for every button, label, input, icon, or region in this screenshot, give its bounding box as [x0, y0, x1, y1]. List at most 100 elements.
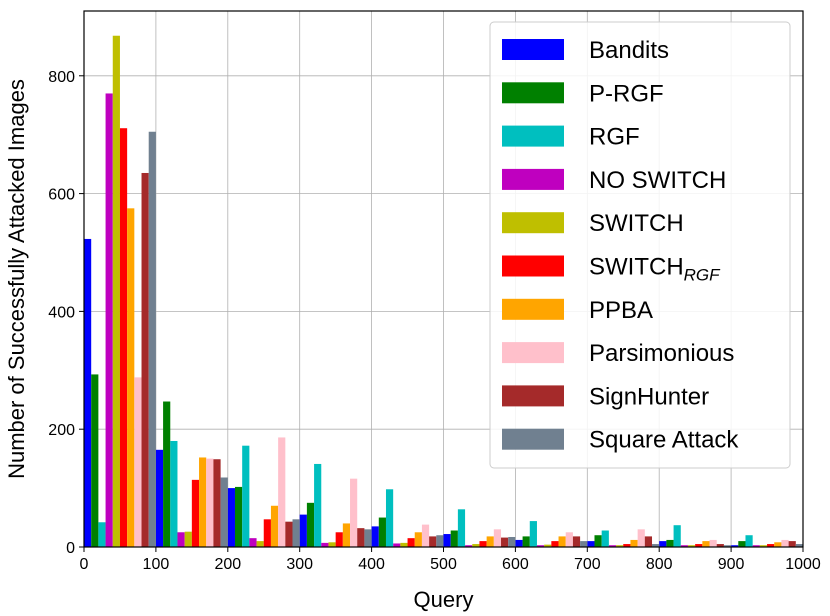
- bar: [687, 545, 696, 547]
- bar: [206, 458, 214, 547]
- bar: [371, 526, 379, 547]
- legend-label-text: Bandits: [589, 37, 669, 64]
- legend-swatch: [502, 82, 564, 104]
- legend-label: PPBA: [589, 297, 653, 324]
- bar: [529, 521, 537, 547]
- bar: [594, 535, 602, 547]
- bar: [738, 541, 746, 547]
- bar: [163, 401, 171, 547]
- legend-swatch: [502, 385, 564, 407]
- legend-swatch: [502, 255, 564, 277]
- bar: [321, 542, 329, 547]
- bar: [299, 514, 307, 547]
- bar: [616, 545, 624, 547]
- bar: [608, 545, 617, 547]
- bar: [774, 542, 782, 547]
- bar: [508, 536, 516, 547]
- bar: [141, 172, 149, 547]
- bar: [134, 377, 142, 547]
- bar: [98, 522, 106, 547]
- bar: [515, 539, 523, 547]
- bars: [84, 35, 803, 548]
- bar: [572, 536, 581, 547]
- legend-label: Square Attack: [589, 427, 739, 454]
- bar: [127, 208, 135, 548]
- bar: [256, 541, 264, 547]
- x-tick-label: 100: [143, 556, 170, 573]
- bar: [278, 437, 286, 547]
- bar: [242, 445, 250, 547]
- legend-swatch: [502, 428, 564, 450]
- bar: [731, 545, 739, 547]
- bar: [486, 536, 494, 547]
- bar: [479, 541, 487, 547]
- x-tick-label: 600: [502, 556, 529, 573]
- x-tick-label: 0: [80, 556, 89, 573]
- bar: [105, 93, 113, 547]
- legend-label: SWITCH: [589, 210, 684, 237]
- bar: [522, 536, 530, 547]
- legend-swatch: [502, 298, 564, 320]
- bar: [314, 463, 322, 547]
- legend-label-text: Square Attack: [589, 427, 739, 454]
- bar: [501, 537, 509, 547]
- bar: [465, 545, 473, 547]
- bar: [493, 529, 502, 547]
- bar: [644, 536, 653, 547]
- x-ticks: 0 100 200 300 400 500 600 700 800 900 1000: [80, 547, 821, 573]
- bar: [558, 536, 566, 547]
- bar: [659, 541, 667, 547]
- bar: [752, 545, 760, 547]
- bar: [342, 523, 351, 547]
- bar: [385, 489, 394, 547]
- x-tick-label: 700: [574, 556, 601, 573]
- x-tick-label: 1000: [785, 556, 821, 573]
- bar: [680, 545, 688, 547]
- legend-label: Bandits: [589, 37, 669, 64]
- bar: [328, 542, 336, 547]
- bar: [170, 440, 178, 547]
- x-tick-label: 500: [430, 556, 457, 573]
- bar: [601, 530, 609, 547]
- bar: [112, 35, 120, 547]
- bar: [378, 517, 386, 547]
- bar: [119, 128, 128, 547]
- legend-swatch: [502, 342, 564, 364]
- legend-label: SignHunter: [589, 383, 709, 410]
- legend-swatch: [502, 39, 564, 60]
- bar: [795, 544, 803, 547]
- bar: [220, 477, 228, 547]
- legend-label-text: RGF: [589, 124, 640, 151]
- bar: [551, 541, 559, 547]
- bar: [148, 131, 156, 547]
- bar: [673, 525, 681, 547]
- y-tick-label: 200: [48, 422, 75, 439]
- bar: [213, 459, 221, 547]
- y-tick-label: 0: [66, 540, 75, 557]
- bar: [436, 535, 444, 547]
- bar: [565, 532, 573, 547]
- y-tick-label: 600: [48, 187, 75, 204]
- legend-label-text: SWITCH: [589, 210, 684, 237]
- bar: [249, 538, 257, 547]
- bar: [652, 544, 660, 547]
- bar: [84, 238, 92, 547]
- y-tick-label: 800: [48, 69, 75, 86]
- legend-label: Parsimonious: [589, 340, 734, 367]
- x-tick-label: 300: [286, 556, 313, 573]
- bar: [767, 544, 775, 547]
- x-tick-label: 800: [646, 556, 673, 573]
- bar: [414, 532, 422, 547]
- bar: [234, 486, 243, 547]
- bar: [630, 539, 638, 547]
- legend-label: SWITCHRGF: [589, 254, 721, 285]
- bar: [292, 519, 300, 547]
- bar: [335, 532, 343, 547]
- bar: [450, 530, 458, 547]
- bar: [393, 543, 401, 547]
- bar: [199, 457, 207, 547]
- bar: [759, 545, 768, 547]
- y-ticks: 0 200 400 600 800: [48, 69, 84, 557]
- x-tick-label: 200: [214, 556, 241, 573]
